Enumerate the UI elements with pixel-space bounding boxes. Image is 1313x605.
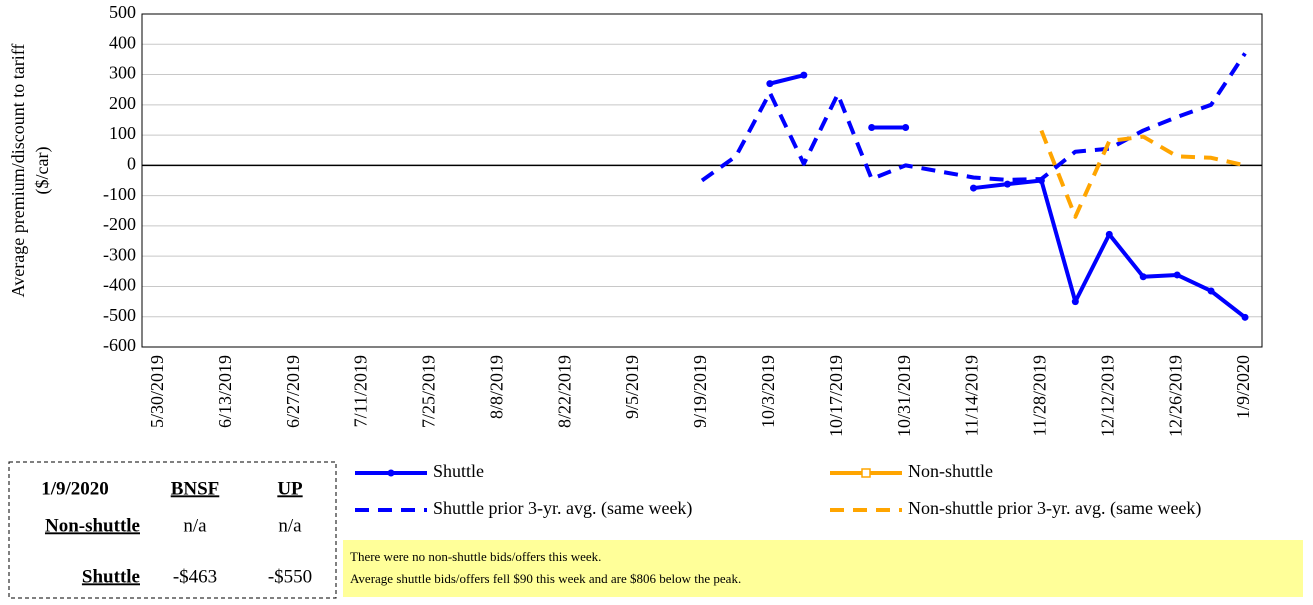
y-tick-label: 200: [109, 93, 136, 113]
summary-box: [8, 461, 337, 599]
series-marker: [902, 124, 910, 132]
x-tick-label: 12/26/2019: [1165, 355, 1185, 437]
y-tick-label: 400: [109, 32, 136, 52]
x-tick-label: 10/17/2019: [826, 355, 846, 437]
x-tick-label: 8/22/2019: [554, 355, 574, 428]
table-cell: n/a: [278, 515, 302, 536]
plot-frame: [141, 13, 1263, 348]
x-tick-label: 7/25/2019: [419, 355, 439, 428]
x-tick-label: 6/27/2019: [283, 355, 303, 428]
series-line: [973, 178, 1247, 319]
note-line: Average shuttle bids/offers fell $90 thi…: [350, 571, 741, 586]
series-line: [1039, 129, 1246, 219]
table-header: UP: [277, 478, 303, 499]
x-tick-label: 10/31/2019: [894, 355, 914, 437]
series-marker: [970, 184, 978, 192]
series-marker: [1241, 313, 1249, 321]
legend-marker: [387, 469, 395, 477]
x-tick-label: 9/19/2019: [690, 355, 710, 428]
table-cell: n/a: [183, 515, 207, 536]
y-tick-label: 0: [127, 153, 136, 173]
legend-label: Non-shuttle prior 3-yr. avg. (same week): [908, 498, 1201, 519]
x-tick-label: 10/3/2019: [758, 355, 778, 428]
legend-label: Shuttle prior 3-yr. avg. (same week): [433, 498, 692, 519]
y-axis-label: Average premium/discount to tariff: [8, 44, 28, 298]
note-line: There were no non-shuttle bids/offers th…: [350, 549, 601, 564]
note-box: [343, 540, 1303, 597]
series-marker: [1071, 298, 1079, 306]
series-marker: [1207, 287, 1215, 295]
table-cell: -$463: [173, 566, 217, 587]
table-row-label: Non-shuttle: [45, 515, 140, 536]
y-tick-label: 500: [109, 2, 136, 22]
series-marker: [868, 124, 876, 132]
y-tick-label: -600: [103, 335, 136, 355]
y-tick-label: 300: [109, 63, 136, 83]
series-marker: [1105, 230, 1113, 238]
legend-label: Shuttle: [433, 461, 484, 481]
table-date: 1/9/2020: [41, 478, 109, 499]
table-header: BNSF: [171, 478, 220, 499]
x-tick-label: 11/28/2019: [1030, 355, 1050, 436]
series-marker: [1139, 273, 1147, 281]
x-tick-label: 8/8/2019: [486, 355, 506, 419]
x-tick-label: 7/11/2019: [351, 355, 371, 427]
x-tick-label: 12/12/2019: [1097, 355, 1117, 437]
y-tick-label: -200: [103, 214, 136, 234]
y-tick-label: -100: [103, 184, 136, 204]
series-marker: [766, 80, 774, 88]
x-tick-label: 1/9/2020: [1233, 355, 1253, 419]
table-cell: -$550: [268, 566, 312, 587]
x-tick-label: 6/13/2019: [215, 355, 235, 428]
series-line: [700, 52, 1247, 183]
x-tick-label: 11/14/2019: [962, 355, 982, 436]
y-tick-label: -300: [103, 244, 136, 264]
y-tick-label: -400: [103, 275, 136, 295]
series-line: [769, 73, 805, 86]
legend-marker: [861, 468, 871, 478]
y-tick-label: -500: [103, 305, 136, 325]
series-marker: [800, 71, 808, 79]
y-tick-label: 100: [109, 123, 136, 143]
series-marker: [1003, 180, 1011, 188]
y-axis-label: ($/car): [32, 147, 53, 195]
legend-label: Non-shuttle: [908, 461, 993, 481]
table-row-label: Shuttle: [82, 566, 140, 587]
x-tick-label: 9/5/2019: [622, 355, 642, 419]
x-tick-label: 5/30/2019: [147, 355, 167, 428]
series-marker: [1173, 271, 1181, 279]
